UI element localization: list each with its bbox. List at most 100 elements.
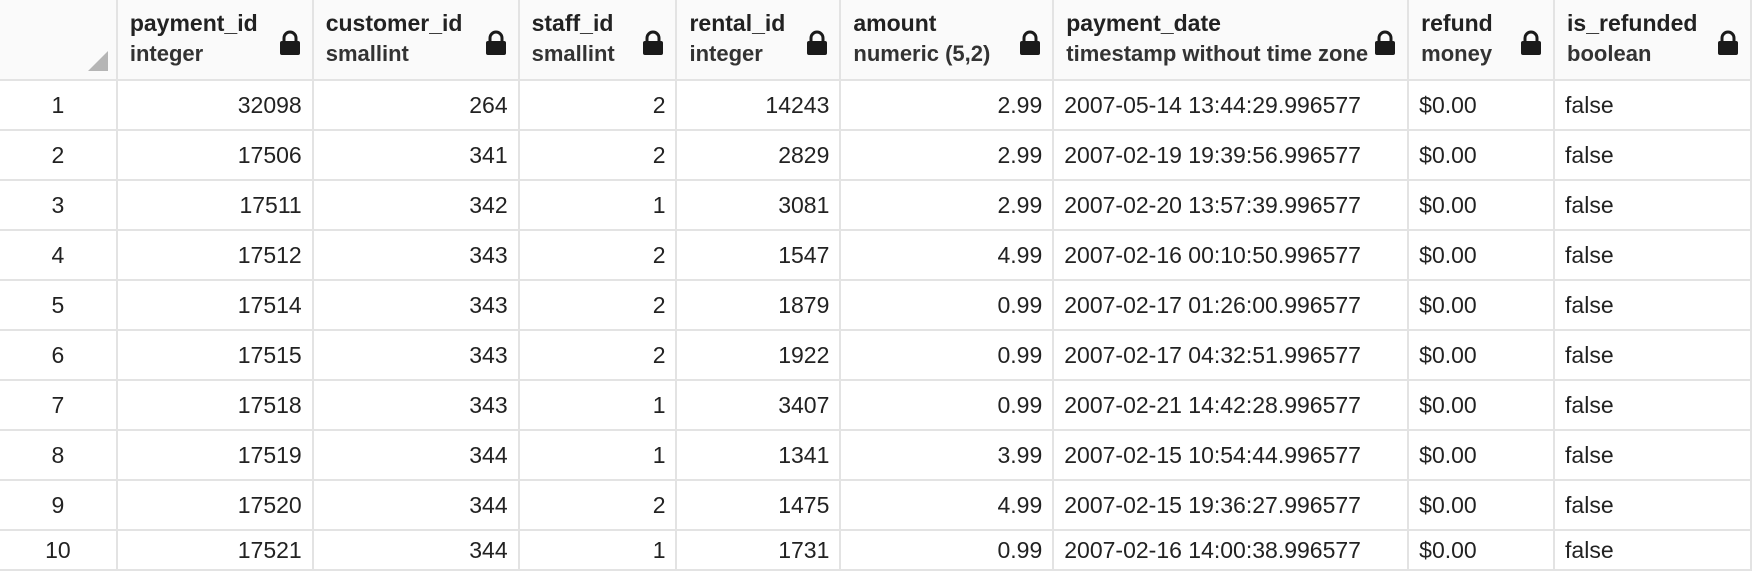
cell-payment-id[interactable]: 17506 (116, 130, 314, 181)
cell-amount[interactable]: 2.99 (840, 80, 1055, 131)
column-header-customer-id[interactable]: customer_id smallint (312, 0, 520, 81)
cell-rental-id[interactable]: 3407 (676, 380, 842, 431)
cell-is-refunded[interactable]: false (1554, 530, 1752, 571)
cell-rental-id[interactable]: 1731 (676, 530, 842, 571)
cell-customer-id[interactable]: 341 (312, 130, 520, 181)
table-row[interactable]: 8 17519 344 1 1341 3.99 2007-02-15 10:54:44.99… (0, 430, 1752, 481)
cell-staff-id[interactable]: 2 (518, 330, 678, 381)
cell-staff-id[interactable]: 1 (518, 380, 678, 431)
table-row[interactable]: 6 17515 343 2 1922 0.99 2007-02-17 04:32:51.99… (0, 330, 1752, 381)
row-number[interactable]: 1 (0, 80, 118, 131)
table-row[interactable]: 2 17506 341 2 2829 2.99 2007-02-19 19:39:56.99… (0, 130, 1752, 181)
column-header-refund[interactable]: refund money (1408, 0, 1556, 81)
column-header-staff-id[interactable]: staff_id smallint (518, 0, 678, 81)
table-row[interactable]: 1 32098 264 2 14243 2.99 2007-05-14 13:44:29.9… (0, 80, 1752, 131)
cell-payment-date[interactable]: 2007-02-17 01:26:00.996577 (1053, 280, 1410, 331)
cell-amount[interactable]: 0.99 (840, 530, 1055, 571)
cell-customer-id[interactable]: 344 (312, 480, 520, 531)
row-number[interactable]: 5 (0, 280, 118, 331)
table-row[interactable]: 4 17512 343 2 1547 4.99 2007-02-16 00:10:50.99… (0, 230, 1752, 281)
cell-customer-id[interactable]: 264 (312, 80, 520, 131)
cell-rental-id[interactable]: 2829 (676, 130, 842, 181)
cell-staff-id[interactable]: 1 (518, 180, 678, 231)
cell-customer-id[interactable]: 343 (312, 230, 520, 281)
row-number[interactable]: 3 (0, 180, 118, 231)
column-header-payment-date[interactable]: payment_date timestamp without time zone (1053, 0, 1410, 81)
cell-payment-date[interactable]: 2007-02-20 13:57:39.996577 (1053, 180, 1410, 231)
row-number[interactable]: 8 (0, 430, 118, 481)
cell-is-refunded[interactable]: false (1554, 430, 1752, 481)
cell-staff-id[interactable]: 2 (518, 80, 678, 131)
cell-customer-id[interactable]: 343 (312, 330, 520, 381)
column-header-rental-id[interactable]: rental_id integer (676, 0, 842, 81)
cell-staff-id[interactable]: 2 (518, 280, 678, 331)
cell-refund[interactable]: $0.00 (1408, 180, 1556, 231)
cell-payment-date[interactable]: 2007-02-21 14:42:28.996577 (1053, 380, 1410, 431)
cell-customer-id[interactable]: 343 (312, 280, 520, 331)
cell-amount[interactable]: 2.99 (840, 180, 1055, 231)
cell-payment-date[interactable]: 2007-02-15 10:54:44.996577 (1053, 430, 1410, 481)
table-row[interactable]: 10 17521 344 1 1731 0.99 2007-02-16 14:00:38.9… (0, 530, 1752, 571)
select-all-corner-icon[interactable] (87, 51, 108, 71)
cell-payment-date[interactable]: 2007-02-19 19:39:56.996577 (1053, 130, 1410, 181)
cell-amount[interactable]: 0.99 (840, 380, 1055, 431)
table-row[interactable]: 5 17514 343 2 1879 0.99 2007-02-17 01:26:00.99… (0, 280, 1752, 331)
cell-refund[interactable]: $0.00 (1408, 380, 1556, 431)
row-number[interactable]: 6 (0, 330, 118, 381)
cell-payment-id[interactable]: 17511 (116, 180, 314, 231)
cell-is-refunded[interactable]: false (1554, 330, 1752, 381)
table-row[interactable]: 7 17518 343 1 3407 0.99 2007-02-21 14:42:28.99… (0, 380, 1752, 431)
cell-is-refunded[interactable]: false (1554, 80, 1752, 131)
column-header-amount[interactable]: amount numeric (5,2) (840, 0, 1055, 81)
row-number[interactable]: 10 (0, 530, 118, 571)
cell-amount[interactable]: 4.99 (840, 230, 1055, 281)
cell-payment-id[interactable]: 17518 (116, 380, 314, 431)
cell-amount[interactable]: 3.99 (840, 430, 1055, 481)
cell-staff-id[interactable]: 2 (518, 480, 678, 531)
row-number[interactable]: 2 (0, 130, 118, 181)
cell-customer-id[interactable]: 344 (312, 430, 520, 481)
cell-is-refunded[interactable]: false (1554, 280, 1752, 331)
cell-payment-date[interactable]: 2007-02-15 19:36:27.996577 (1053, 480, 1410, 531)
cell-amount[interactable]: 2.99 (840, 130, 1055, 181)
cell-payment-date[interactable]: 2007-05-14 13:44:29.996577 (1053, 80, 1410, 131)
cell-payment-id[interactable]: 17515 (116, 330, 314, 381)
select-all-corner[interactable] (0, 0, 118, 81)
cell-rental-id[interactable]: 1475 (676, 480, 842, 531)
cell-rental-id[interactable]: 3081 (676, 180, 842, 231)
cell-refund[interactable]: $0.00 (1408, 280, 1556, 331)
cell-payment-date[interactable]: 2007-02-17 04:32:51.996577 (1053, 330, 1410, 381)
cell-refund[interactable]: $0.00 (1408, 330, 1556, 381)
cell-rental-id[interactable]: 14243 (676, 80, 842, 131)
cell-customer-id[interactable]: 344 (312, 530, 520, 571)
cell-amount[interactable]: 4.99 (840, 480, 1055, 531)
cell-is-refunded[interactable]: false (1554, 180, 1752, 231)
cell-is-refunded[interactable]: false (1554, 230, 1752, 281)
row-number[interactable]: 9 (0, 480, 118, 531)
cell-refund[interactable]: $0.00 (1408, 430, 1556, 481)
table-row[interactable]: 3 17511 342 1 3081 2.99 2007-02-20 13:57:39.99… (0, 180, 1752, 231)
cell-refund[interactable]: $0.00 (1408, 480, 1556, 531)
cell-rental-id[interactable]: 1341 (676, 430, 842, 481)
cell-customer-id[interactable]: 343 (312, 380, 520, 431)
cell-refund[interactable]: $0.00 (1408, 530, 1556, 571)
cell-amount[interactable]: 0.99 (840, 280, 1055, 331)
row-number[interactable]: 4 (0, 230, 118, 281)
cell-payment-id[interactable]: 17512 (116, 230, 314, 281)
cell-customer-id[interactable]: 342 (312, 180, 520, 231)
cell-payment-date[interactable]: 2007-02-16 14:00:38.996577 (1053, 530, 1410, 571)
cell-rental-id[interactable]: 1879 (676, 280, 842, 331)
cell-payment-id[interactable]: 17514 (116, 280, 314, 331)
cell-is-refunded[interactable]: false (1554, 130, 1752, 181)
cell-payment-id[interactable]: 17520 (116, 480, 314, 531)
cell-rental-id[interactable]: 1547 (676, 230, 842, 281)
table-row[interactable]: 9 17520 344 2 1475 4.99 2007-02-15 19:36:27.99… (0, 480, 1752, 531)
cell-refund[interactable]: $0.00 (1408, 80, 1556, 131)
cell-payment-id[interactable]: 17521 (116, 530, 314, 571)
cell-amount[interactable]: 0.99 (840, 330, 1055, 381)
column-header-is-refunded[interactable]: is_refunded boolean (1554, 0, 1752, 81)
cell-staff-id[interactable]: 1 (518, 430, 678, 481)
cell-payment-date[interactable]: 2007-02-16 00:10:50.996577 (1053, 230, 1410, 281)
cell-is-refunded[interactable]: false (1554, 380, 1752, 431)
cell-staff-id[interactable]: 2 (518, 230, 678, 281)
